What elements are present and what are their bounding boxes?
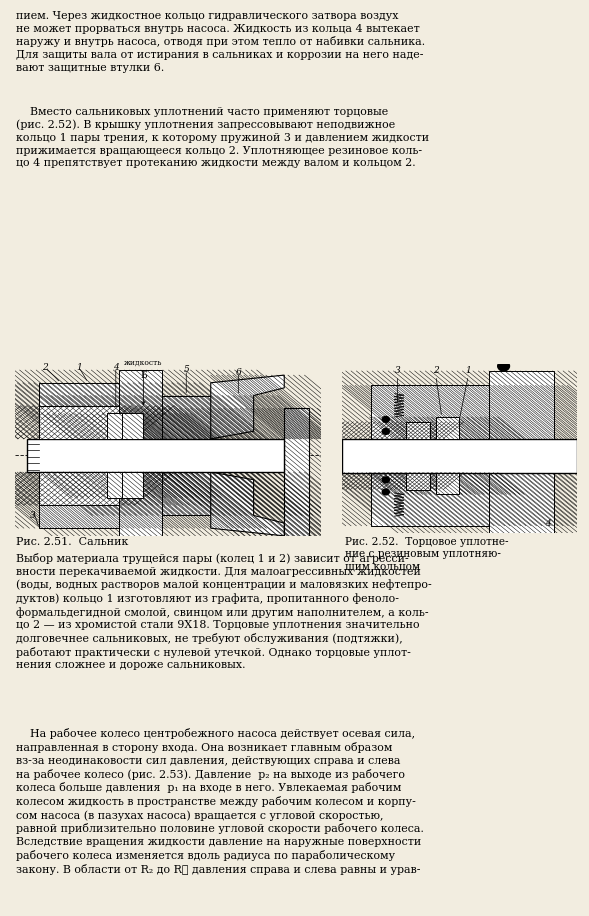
Text: 4: 4 [113, 363, 118, 372]
Circle shape [382, 489, 389, 495]
Text: 2: 2 [433, 366, 439, 376]
Bar [436, 417, 459, 439]
Polygon shape [211, 472, 284, 536]
Circle shape [382, 477, 389, 483]
Text: 1: 1 [76, 363, 82, 372]
Bar [162, 472, 211, 516]
Bar [284, 409, 309, 536]
Circle shape [498, 540, 509, 550]
Text: 5: 5 [183, 365, 189, 375]
Bar [27, 439, 284, 472]
Text: 1: 1 [465, 366, 471, 376]
Text: На рабочее колесо центробежного насоса действует осевая сила,
направленная в сто: На рабочее колесо центробежного насоса д… [16, 728, 424, 875]
Bar [39, 472, 119, 529]
Bar [39, 383, 119, 439]
Text: Рис. 2.51.  Сальник: Рис. 2.51. Сальник [16, 537, 129, 547]
Bar [39, 472, 119, 506]
Bar [119, 413, 143, 439]
Polygon shape [211, 376, 284, 439]
Text: Выбор материала трущейся пары (колец 1 и 2) зависит от агресси-
вности перекачив: Выбор материала трущейся пары (колец 1 и… [16, 553, 432, 671]
Bar [489, 371, 554, 439]
Text: жидкость: жидкость [124, 359, 163, 405]
Text: пием. Через жидкостное кольцо гидравлического затвора воздух
не может прорваться: пием. Через жидкостное кольцо гидравличе… [16, 11, 426, 72]
Bar [119, 370, 162, 439]
Bar [107, 472, 122, 497]
Circle shape [498, 361, 509, 371]
Bar [489, 473, 554, 540]
Text: Б: Б [140, 371, 147, 379]
Bar [371, 473, 489, 526]
Text: 6: 6 [236, 368, 241, 377]
Bar [107, 413, 122, 439]
Circle shape [382, 417, 389, 422]
Bar [406, 421, 430, 439]
Text: 3: 3 [30, 511, 36, 520]
Text: 3: 3 [395, 366, 401, 376]
Bar [342, 439, 577, 473]
Bar [436, 473, 459, 495]
Bar [406, 473, 430, 489]
Circle shape [382, 429, 389, 434]
Bar [371, 386, 489, 439]
Text: 4: 4 [545, 518, 551, 528]
Text: Вместо сальниковых уплотнений часто применяют торцовые
(рис. 2.52). В крышку упл: Вместо сальниковых уплотнений часто прим… [16, 107, 429, 169]
Bar [162, 396, 211, 439]
Text: 2: 2 [42, 363, 48, 372]
Text: Рис. 2.52.  Торцовое уплотне-
ние с резиновым уплотняю-
щим кольцом: Рис. 2.52. Торцовое уплотне- ние с резин… [345, 537, 508, 572]
Bar [39, 406, 119, 439]
Bar [119, 472, 143, 497]
Bar [119, 472, 162, 541]
